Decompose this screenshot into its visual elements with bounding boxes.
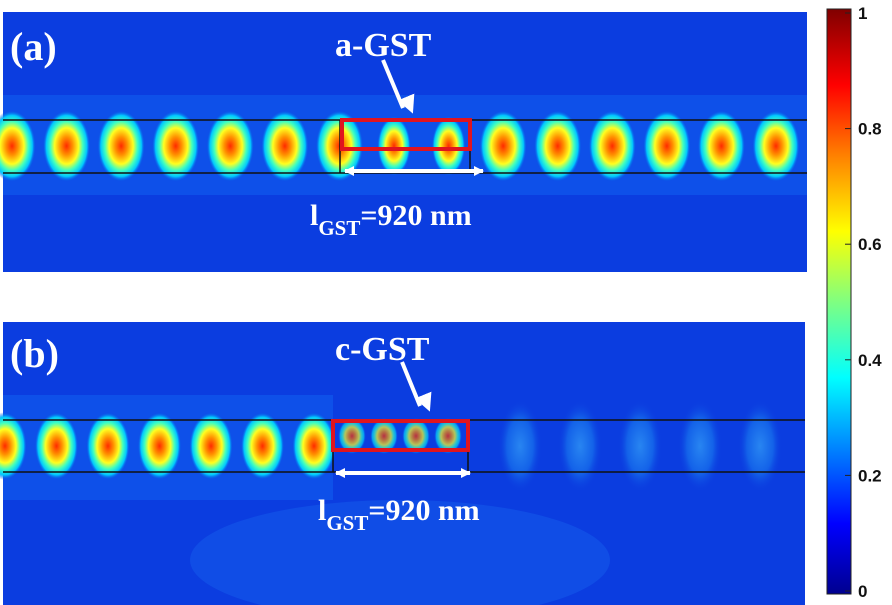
length-l: l <box>318 494 326 527</box>
field-lobe <box>479 110 528 182</box>
field-lobe <box>34 412 79 480</box>
field-lobe <box>86 412 130 480</box>
colorbar-gradient <box>826 8 852 595</box>
field-lobe <box>260 110 309 182</box>
panel-a-pointer-arrow <box>381 59 415 114</box>
length-value: =920 nm <box>360 199 471 232</box>
panel-a-gst-box <box>340 118 472 151</box>
field-lobe <box>206 110 255 182</box>
colorbar: 1 0.8 0.6 0.4 0.2 0 <box>826 4 882 601</box>
field-lobe <box>434 418 462 454</box>
colorbar-tick-label: 0.8 <box>858 120 882 139</box>
panel-a-label: (a) <box>10 24 57 69</box>
field-lobe <box>189 412 233 480</box>
field-lobe <box>588 110 637 182</box>
length-subscript: GST <box>326 511 368 535</box>
field-lobe <box>678 400 722 492</box>
panel-b: (b) c-GST lGST=920 nm <box>0 322 805 605</box>
panel-b-material-label: c-GST <box>335 331 430 368</box>
colorbar-tick-label: 0 <box>858 582 867 601</box>
field-lobe <box>0 110 36 182</box>
field-lobe <box>292 412 336 480</box>
panel-b-pointer-arrow <box>400 361 432 412</box>
field-lobe <box>642 110 691 182</box>
colorbar-tick-label: 1 <box>858 4 867 23</box>
field-lobe <box>697 110 746 182</box>
panel-a-material-label: a-GST <box>335 27 432 64</box>
field-lobe <box>240 412 285 480</box>
field-lobe <box>431 116 466 176</box>
panel-a-length-label: lGST=920 nm <box>310 199 472 240</box>
field-lobe <box>618 400 662 492</box>
length-subscript: GST <box>318 216 360 240</box>
field-lobe <box>498 400 542 492</box>
field-lobe <box>0 412 27 480</box>
field-lobe <box>558 400 602 492</box>
field-lobe <box>137 412 182 480</box>
panel-a-field-lobes <box>0 110 800 182</box>
panel-b-length-label: lGST=920 nm <box>318 494 480 535</box>
panel-b-label: (b) <box>10 331 59 376</box>
length-l: l <box>310 199 318 232</box>
panel-b-field-lobes <box>0 400 782 492</box>
colorbar-tick-label: 0.2 <box>858 466 882 485</box>
field-lobe <box>377 116 411 176</box>
colorbar-tick-label: 0.6 <box>858 235 882 254</box>
field-lobe <box>533 110 582 182</box>
field-lobe <box>97 110 146 182</box>
colorbar-tick-label: 0.4 <box>858 351 882 370</box>
colorbar-ticks: 1 0.8 0.6 0.4 0.2 0 <box>845 4 882 601</box>
field-lobe <box>370 418 398 454</box>
panel-a: (a) a-GST lGST=920 nm <box>0 12 807 272</box>
length-value: =920 nm <box>368 494 479 527</box>
field-lobe <box>151 110 200 182</box>
field-lobe <box>338 418 366 454</box>
field-lobe <box>42 110 91 182</box>
field-lobe <box>738 400 782 492</box>
field-lobe <box>402 418 430 454</box>
panel-b-gst-box <box>331 419 470 452</box>
field-lobe <box>752 110 800 182</box>
panel-b-scatter-ring <box>190 500 610 605</box>
